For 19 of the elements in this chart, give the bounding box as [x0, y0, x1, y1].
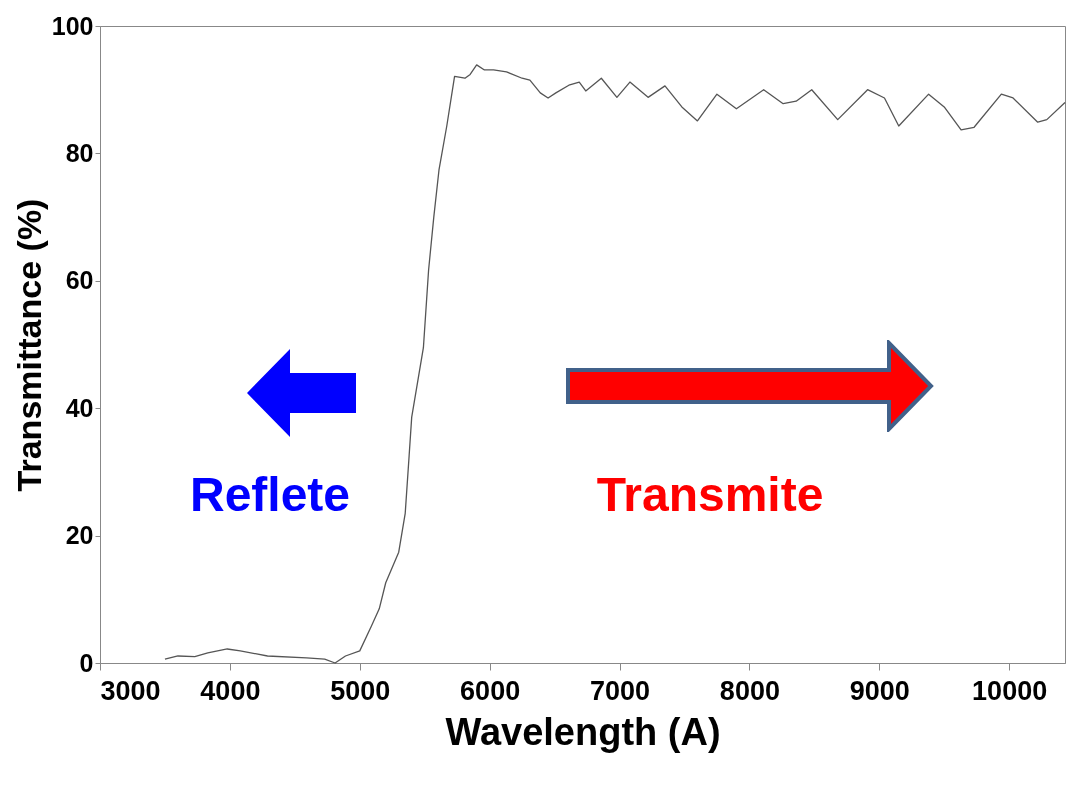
- y-tick-label: 80: [65, 138, 94, 167]
- x-tick-label: 4000: [200, 675, 261, 706]
- y-axis-title: Transmittance (%): [9, 198, 48, 492]
- y-tick-label: 20: [65, 521, 94, 550]
- x-tick-label: 7000: [589, 675, 651, 706]
- x-axis-title: Wavelength (A): [445, 710, 721, 753]
- x-tick-label: 8000: [719, 675, 780, 706]
- y-tick-label: 100: [51, 11, 94, 40]
- annotation: Transmite: [596, 468, 824, 521]
- y-tick-label: 0: [79, 648, 94, 677]
- y-tick-label: 60: [65, 266, 94, 295]
- y-tick-label: 40: [65, 393, 94, 422]
- line-series: [164, 64, 1066, 664]
- annotation: Reflete: [189, 468, 351, 521]
- x-tick-label: 3000: [100, 675, 161, 706]
- x-tick-label: 10000: [972, 675, 1048, 706]
- x-tick-label: 6000: [460, 675, 521, 706]
- x-tick-label: 5000: [330, 675, 391, 706]
- x-tick-label: 9000: [849, 675, 910, 706]
